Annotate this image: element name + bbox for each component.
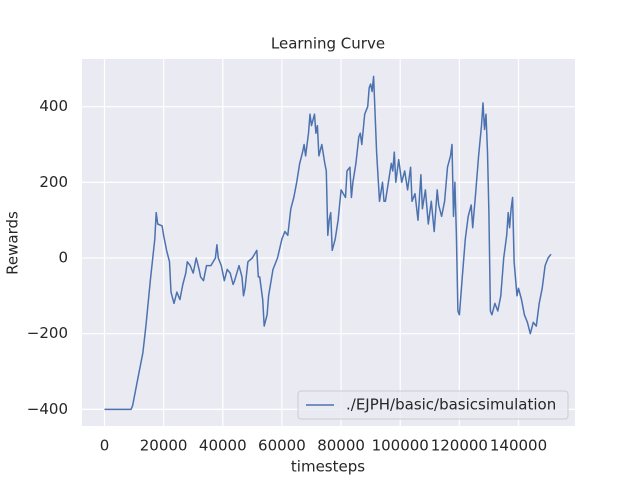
plot-area [82,59,575,426]
x-axis-label: timesteps [291,458,365,476]
legend-box [297,390,569,420]
x-tick-label: 80000 [317,437,365,455]
x-tick-label: 20000 [140,437,188,455]
x-tick-label: 40000 [199,437,247,455]
y-tick-label: 0 [58,249,68,267]
y-axis-label: Rewards [4,211,22,275]
x-tick-label: 100000 [372,437,429,455]
y-tick-label: 200 [39,173,68,191]
y-tick-label: 400 [39,97,68,115]
legend-label: ./EJPH/basic/basicsimulation [346,396,556,414]
y-tick-label: −200 [27,324,68,342]
x-tick-label: 60000 [258,437,306,455]
x-tick-label: 140000 [490,437,547,455]
chart-title: Learning Curve [271,35,385,53]
line [104,75,552,411]
y-tick-label: −400 [27,400,68,418]
x-tick-label: 0 [100,437,110,455]
x-tick-label: 120000 [431,437,488,455]
